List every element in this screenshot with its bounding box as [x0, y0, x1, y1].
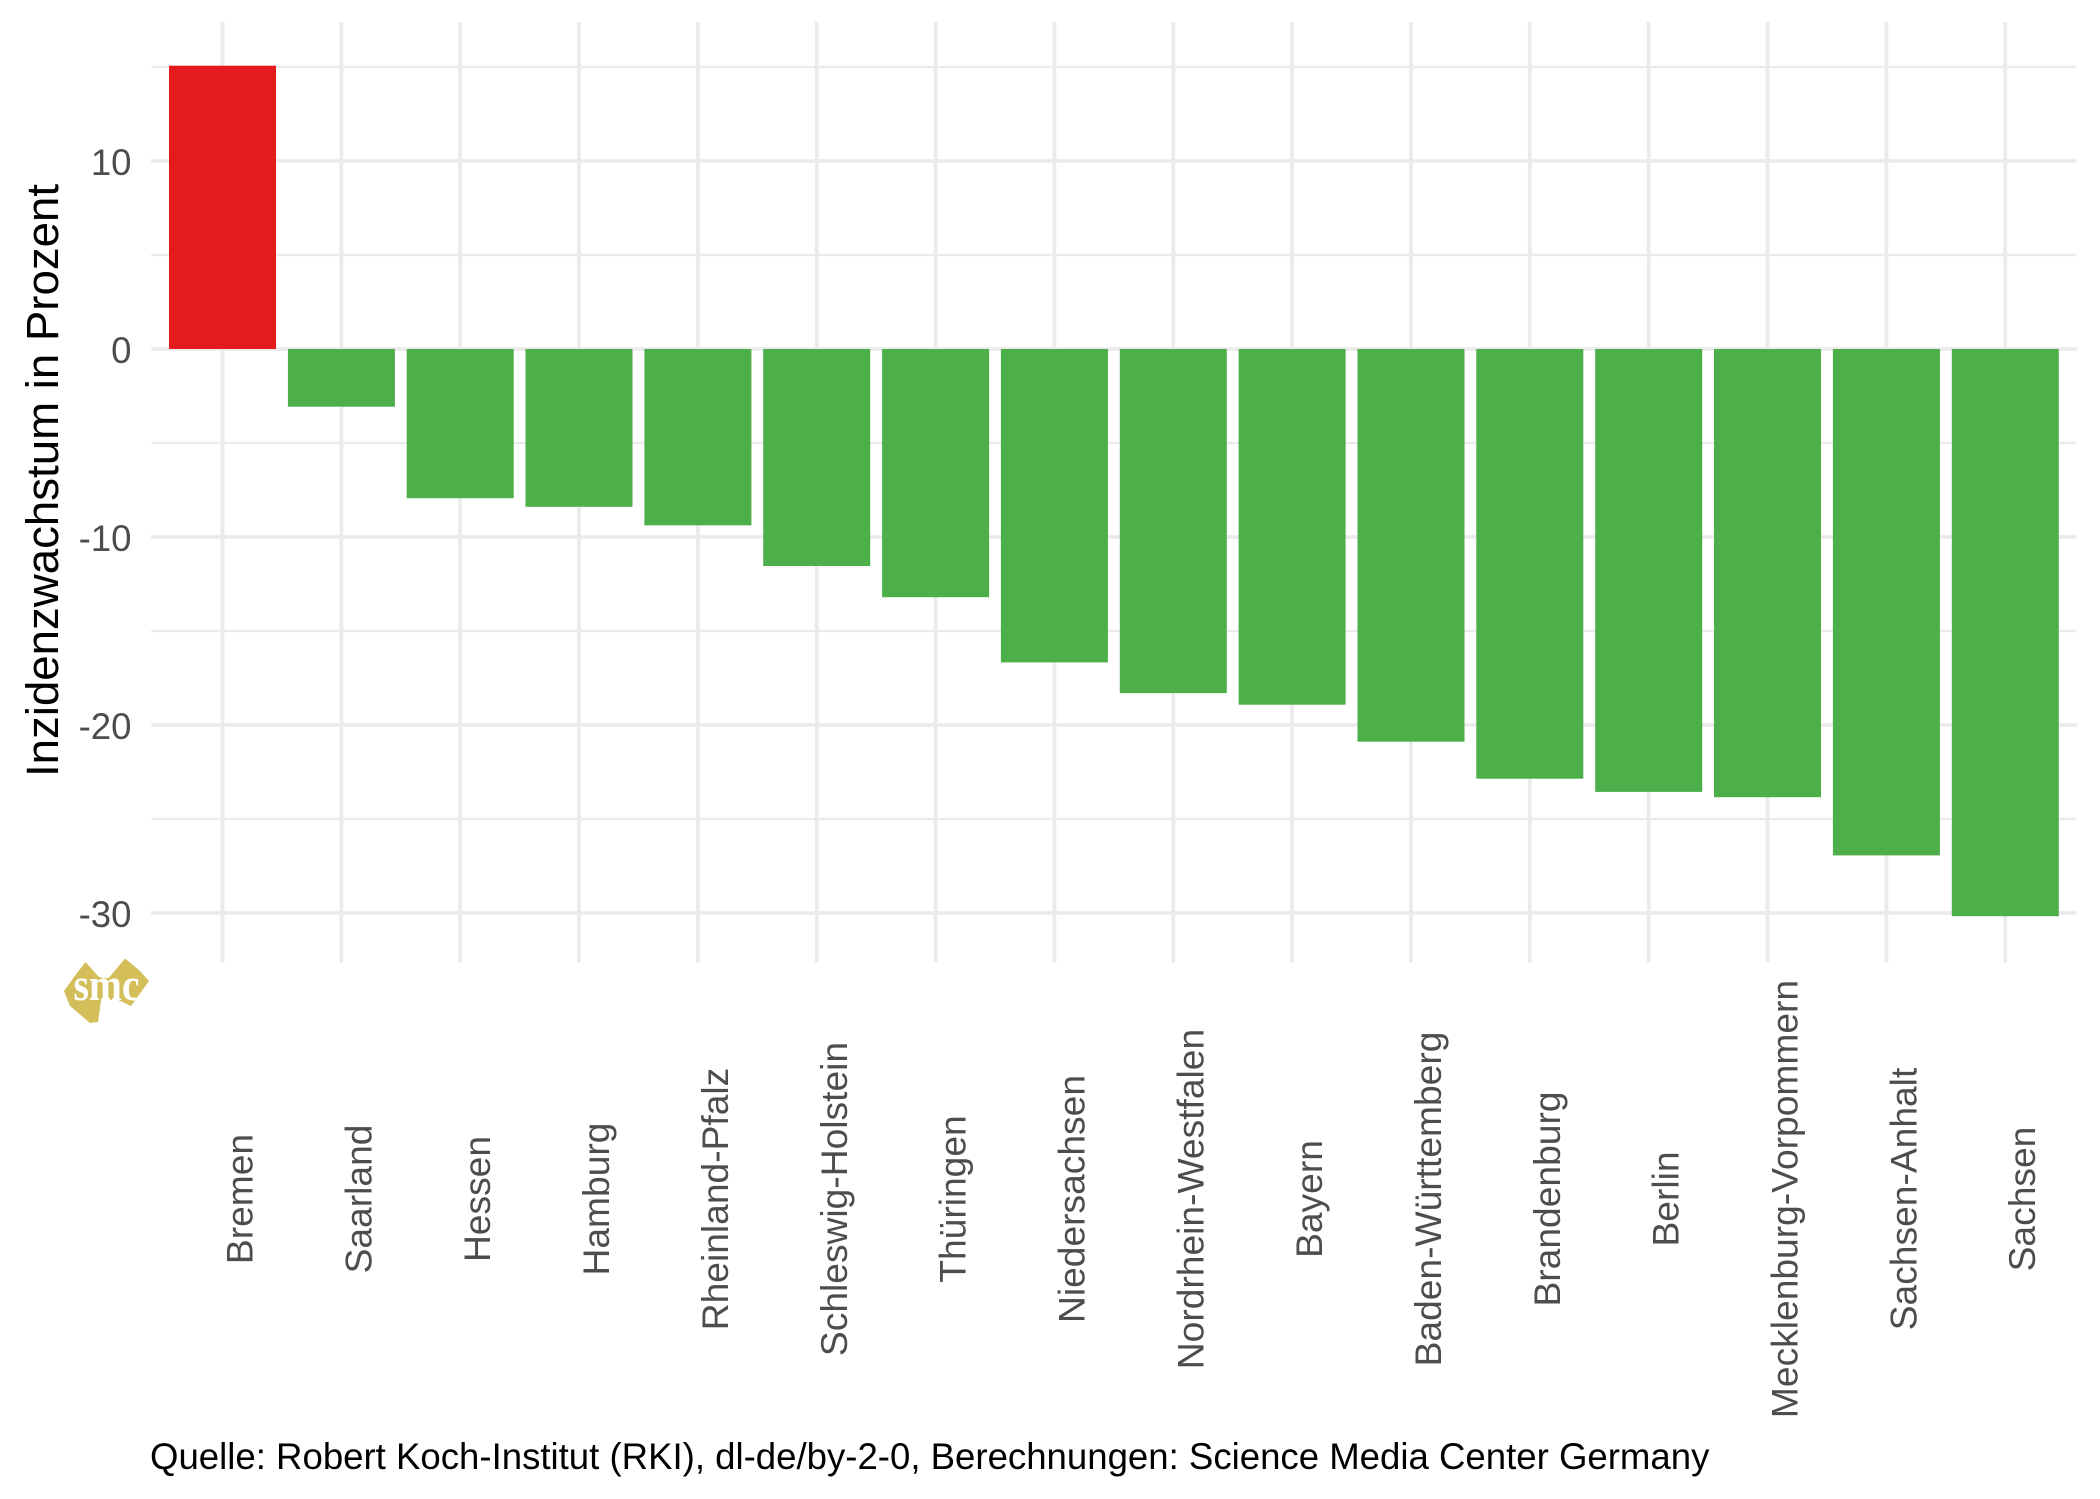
svg-text:Bayern: Bayern — [1288, 1140, 1330, 1258]
svg-text:Sachsen-Anhalt: Sachsen-Anhalt — [1882, 1067, 1924, 1330]
svg-text:Saarland: Saarland — [337, 1125, 379, 1274]
svg-text:Thüringen: Thüringen — [932, 1115, 974, 1282]
svg-text:-20: -20 — [79, 706, 132, 747]
svg-text:-30: -30 — [79, 894, 132, 935]
svg-text:Baden-Württemberg: Baden-Württemberg — [1407, 1032, 1449, 1367]
svg-text:10: 10 — [91, 142, 132, 183]
svg-text:Bremen: Bremen — [219, 1134, 261, 1264]
svg-text:Niedersachsen: Niedersachsen — [1050, 1075, 1092, 1323]
svg-text:Rheinland-Pfalz: Rheinland-Pfalz — [694, 1068, 736, 1331]
svg-text:Mecklenburg-Vorpommern: Mecklenburg-Vorpommern — [1764, 980, 1806, 1418]
svg-text:Hamburg: Hamburg — [575, 1123, 617, 1276]
svg-text:Berlin: Berlin — [1645, 1151, 1687, 1246]
svg-text:Hessen: Hessen — [456, 1136, 498, 1262]
svg-text:-10: -10 — [79, 518, 132, 559]
svg-text:Brandenburg: Brandenburg — [1526, 1091, 1568, 1306]
svg-text:0: 0 — [111, 330, 131, 371]
svg-text:Schleswig-Holstein: Schleswig-Holstein — [813, 1042, 855, 1356]
svg-text:smc: smc — [74, 959, 140, 1010]
svg-text:Quelle: Robert Koch-Institut (: Quelle: Robert Koch-Institut (RKI), dl-d… — [150, 1436, 1710, 1477]
svg-text:Inzidenzwachstum in Prozent: Inzidenzwachstum in Prozent — [17, 184, 68, 777]
svg-text:Nordrhein-Westfalen: Nordrhein-Westfalen — [1169, 1029, 1211, 1369]
svg-text:Sachsen: Sachsen — [2001, 1127, 2043, 1272]
